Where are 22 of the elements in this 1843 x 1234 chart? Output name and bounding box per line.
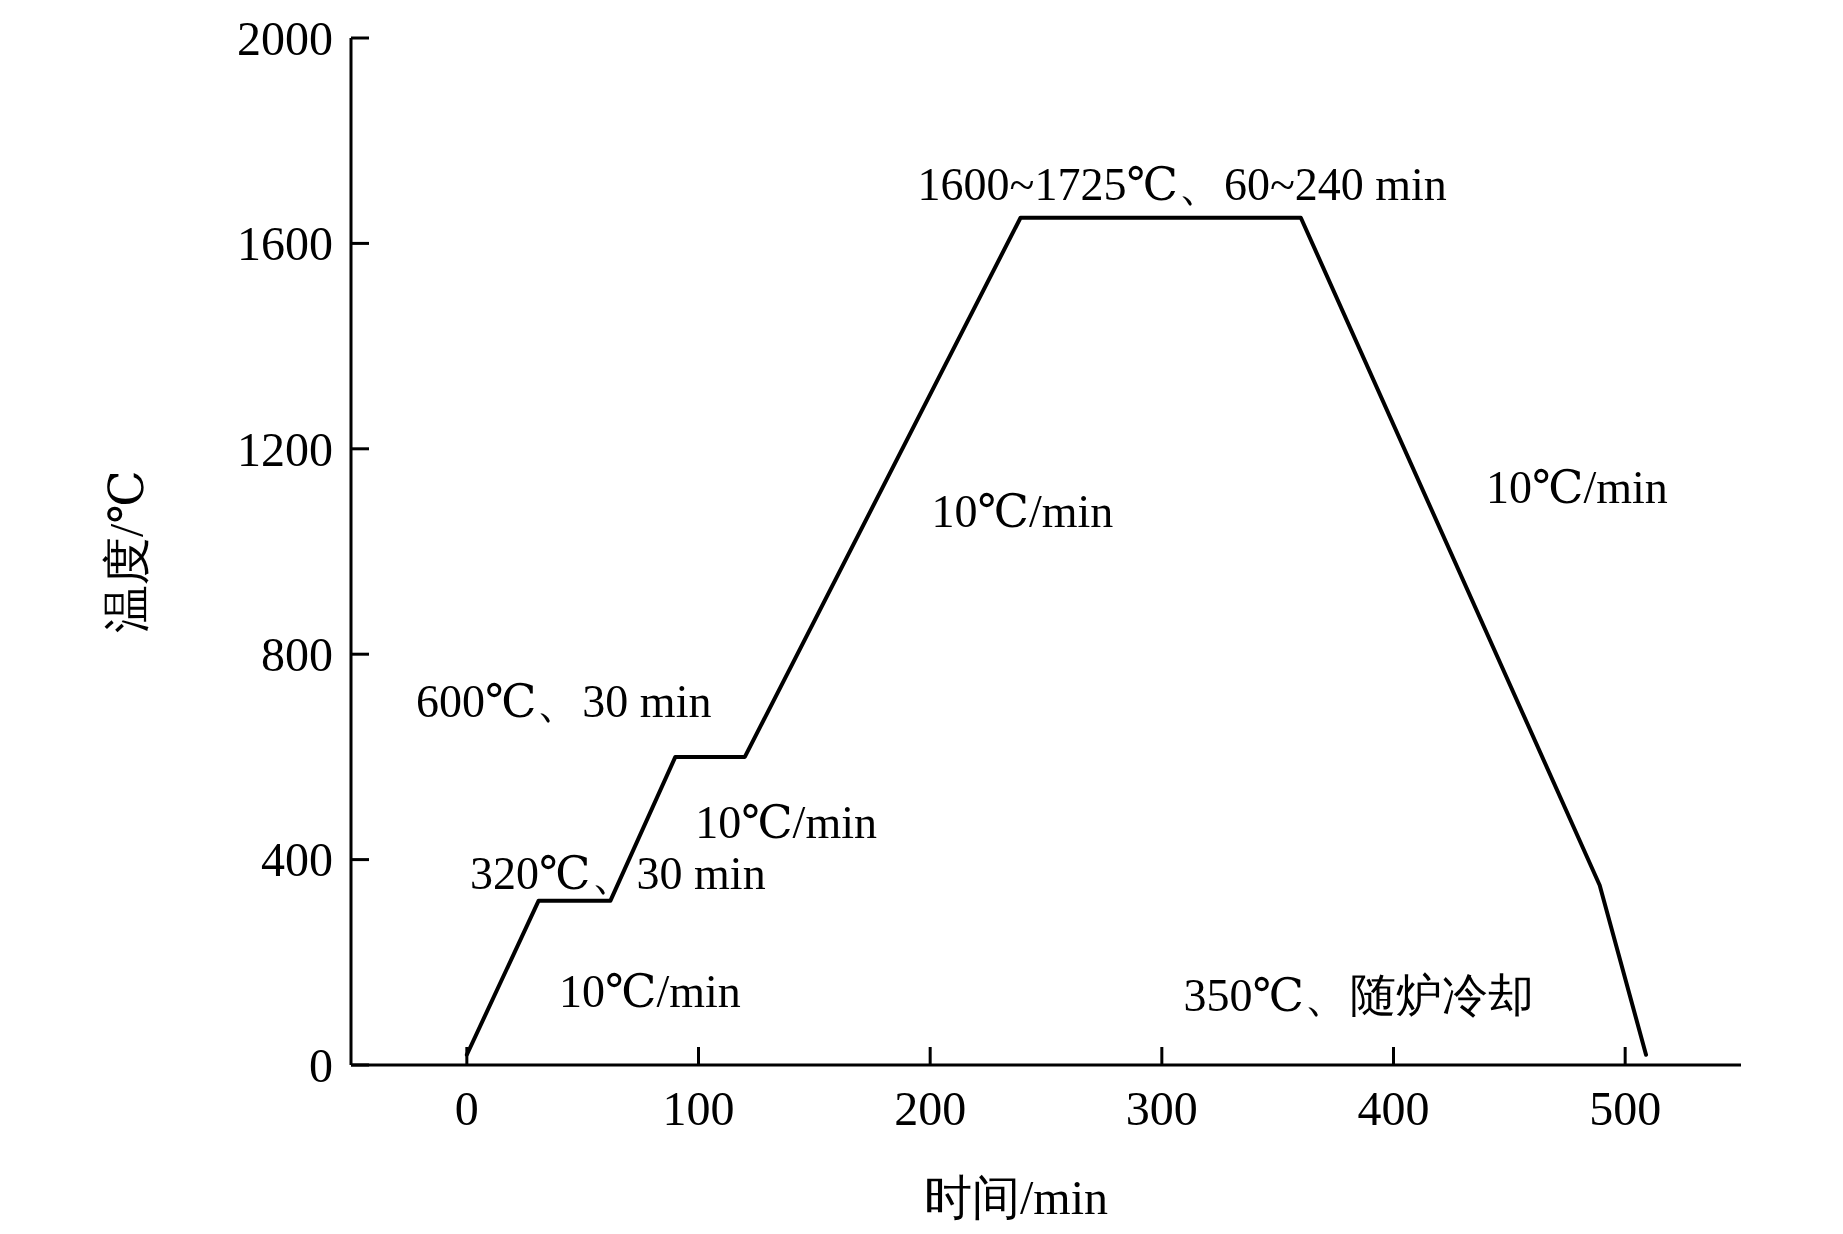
x-tick-label: 300 [1125, 1082, 1198, 1135]
annotation: 320℃、30 min [470, 848, 766, 900]
y-tick-label: 2000 [237, 11, 333, 65]
y-tick-label: 400 [261, 833, 333, 887]
y-tick-label: 0 [309, 1038, 333, 1092]
annotation: 1600~1725℃、60~240 min [917, 158, 1447, 210]
x-axis-title: 时间/min [923, 1171, 1109, 1224]
x-tick-label: 400 [1357, 1082, 1430, 1135]
x-tick-label: 0 [454, 1082, 479, 1135]
annotation: 10℃/min [1486, 461, 1668, 513]
y-tick-label: 1200 [237, 422, 333, 476]
y-tick-label: 800 [261, 628, 333, 681]
annotation: 10℃/min [558, 966, 741, 1018]
x-tick-label: 200 [894, 1082, 967, 1135]
annotation: 10℃/min [931, 485, 1114, 537]
y-tick-label: 1600 [237, 217, 333, 271]
annotation: 350℃、随炉冷却 [1183, 970, 1534, 1022]
x-tick-label: 500 [1589, 1082, 1662, 1135]
x-tick-label: 100 [662, 1082, 735, 1135]
annotation: 600℃、30 min [415, 675, 712, 727]
y-axis-title: 温度/℃ [100, 469, 153, 634]
annotation: 10℃/min [695, 796, 877, 848]
